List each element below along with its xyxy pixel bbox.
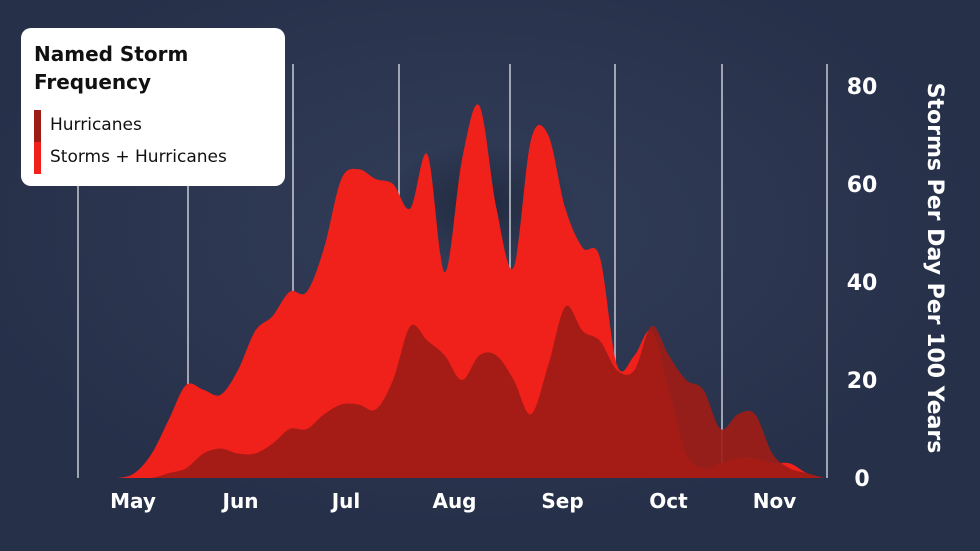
month-label-jul: Jul — [330, 489, 361, 513]
month-label-jun: Jun — [221, 489, 259, 513]
legend-swatch-hurricanes — [34, 110, 41, 142]
y-tick-80: 80 — [847, 75, 878, 100]
month-label-may: May — [110, 489, 156, 513]
y-tick-40: 40 — [847, 271, 878, 296]
y-axis-tick-labels: 0 20 40 60 80 — [847, 75, 878, 492]
x-axis-month-labels: May Jun Jul Aug Sep Oct Nov — [110, 489, 796, 513]
y-tick-60: 60 — [847, 173, 878, 198]
month-label-nov: Nov — [753, 489, 797, 513]
legend: Named Storm Frequency Hurricanes Storms … — [21, 28, 285, 186]
legend-label-storms-hurricanes: Storms + Hurricanes — [50, 147, 227, 167]
month-label-oct: Oct — [649, 489, 688, 513]
month-label-sep: Sep — [541, 489, 583, 513]
chart-title: Named Storm Frequency — [34, 42, 189, 94]
legend-label-hurricanes: Hurricanes — [50, 115, 142, 135]
legend-swatch-storms-hurricanes — [34, 142, 41, 174]
y-axis-title: Storms Per Day Per 100 Years — [922, 83, 947, 454]
y-tick-20: 20 — [847, 369, 878, 394]
series-areas — [100, 104, 824, 479]
month-label-aug: Aug — [432, 489, 476, 513]
y-tick-0: 0 — [854, 467, 869, 492]
series-area-hurricanes — [100, 305, 824, 478]
